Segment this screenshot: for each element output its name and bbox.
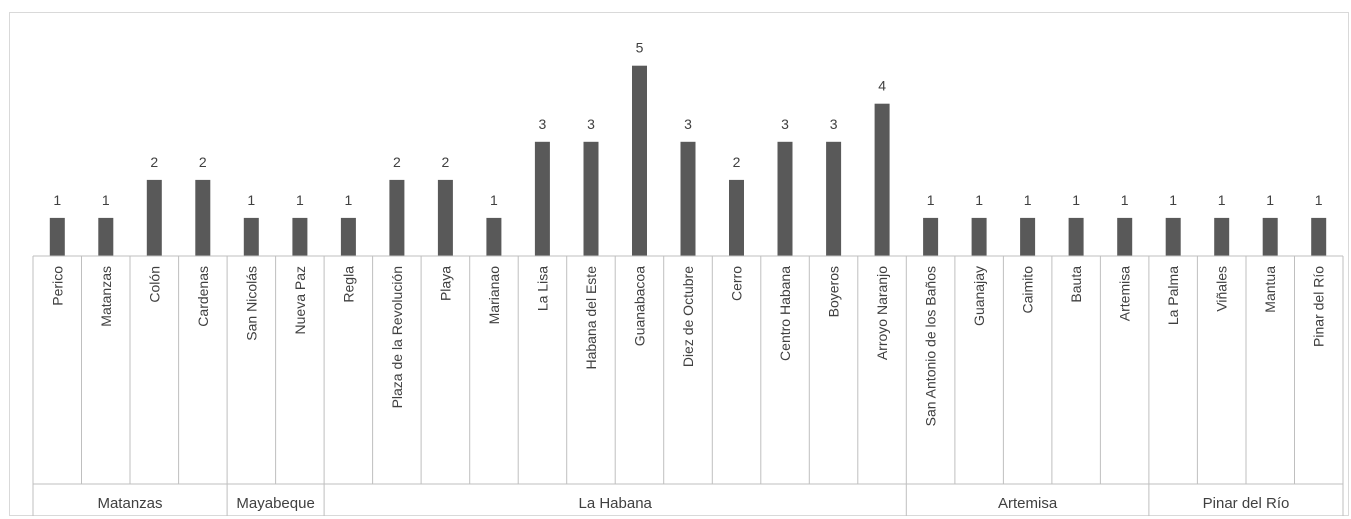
data-label-8: 2 [393, 154, 401, 170]
data-label-2: 1 [102, 192, 110, 208]
data-label-4: 2 [199, 154, 207, 170]
bar-23 [1117, 217, 1133, 256]
category-label-1: Perico [49, 266, 65, 306]
data-label-11: 3 [539, 116, 547, 132]
category-label-22: Bauta [1068, 266, 1084, 303]
bar-21 [1020, 217, 1036, 256]
data-label-10: 1 [490, 192, 498, 208]
bar-22 [1068, 217, 1084, 256]
category-label-15: Cerro [729, 266, 745, 301]
data-label-15: 2 [733, 154, 741, 170]
data-label-24: 1 [1169, 192, 1177, 208]
data-label-26: 1 [1266, 192, 1274, 208]
bar-17 [826, 141, 842, 256]
bar-5 [243, 217, 259, 256]
bar-13 [632, 65, 647, 256]
data-label-27: 1 [1315, 192, 1323, 208]
bar-11 [534, 141, 550, 256]
data-label-7: 1 [345, 192, 353, 208]
data-label-12: 3 [587, 116, 595, 132]
category-label-14: Diez de Octubre [680, 266, 696, 367]
group-label-3: La Habana [578, 495, 652, 512]
bar-25 [1214, 217, 1230, 256]
category-label-13: Guanabacoa [632, 266, 648, 346]
bar-24 [1165, 217, 1181, 256]
chart-frame [9, 12, 1349, 516]
category-label-24: La Palma [1165, 266, 1181, 325]
data-label-23: 1 [1121, 192, 1129, 208]
data-label-22: 1 [1072, 192, 1080, 208]
data-label-14: 3 [684, 116, 692, 132]
category-label-18: Arroyo Naranjo [874, 266, 890, 360]
category-label-9: Playa [437, 266, 453, 301]
bar-26 [1262, 217, 1278, 256]
bar-10 [486, 217, 502, 256]
data-label-19: 1 [927, 192, 935, 208]
bar-15 [729, 179, 744, 256]
data-label-18: 4 [878, 78, 886, 94]
group-label-4: Artemisa [998, 495, 1058, 512]
category-label-11: La Lisa [534, 266, 550, 311]
category-label-5: San Nicolás [243, 266, 259, 341]
bar-16 [777, 141, 793, 256]
category-label-2: Matanzas [98, 266, 114, 327]
category-label-23: Artemisa [1117, 266, 1133, 321]
bar-4 [195, 179, 211, 256]
data-label-3: 2 [150, 154, 158, 170]
bar-14 [680, 141, 696, 256]
category-label-7: Regla [340, 266, 356, 303]
category-label-26: Mantua [1262, 266, 1278, 313]
data-label-20: 1 [975, 192, 983, 208]
category-label-10: Marianao [486, 266, 502, 325]
group-label-1: Matanzas [97, 495, 162, 512]
category-label-20: Guanajay [971, 266, 987, 326]
group-label-2: Mayabeque [236, 495, 314, 512]
data-label-16: 3 [781, 116, 789, 132]
bar-1 [49, 217, 65, 256]
bar-7 [340, 217, 356, 256]
category-label-8: Plaza de la Revolución [389, 266, 405, 408]
data-label-5: 1 [247, 192, 255, 208]
bar-2 [98, 217, 114, 256]
bar-12 [583, 141, 599, 256]
data-label-6: 1 [296, 192, 304, 208]
group-label-5: Pinar del Río [1203, 495, 1290, 512]
data-label-1: 1 [53, 192, 61, 208]
bar-27 [1311, 217, 1327, 256]
bar-3 [146, 179, 162, 256]
bar-6 [292, 217, 308, 256]
bar-8 [389, 179, 405, 256]
data-label-17: 3 [830, 116, 838, 132]
category-label-3: Colón [146, 266, 162, 303]
data-label-9: 2 [442, 154, 450, 170]
data-label-25: 1 [1218, 192, 1226, 208]
category-label-6: Nueva Paz [292, 266, 308, 334]
bar-18 [874, 103, 890, 256]
category-label-27: Pinar del Río [1311, 266, 1327, 347]
category-label-21: Caimito [1020, 266, 1036, 314]
bar-9 [437, 179, 453, 256]
category-label-25: Viñales [1214, 266, 1230, 312]
category-label-16: Centro Habana [777, 266, 793, 361]
category-label-4: Cardenas [195, 266, 211, 327]
category-label-19: San Antonio de los Baños [923, 266, 939, 426]
data-label-21: 1 [1024, 192, 1032, 208]
category-label-17: Boyeros [826, 266, 842, 317]
bar-20 [971, 217, 987, 256]
bar-19 [923, 217, 939, 256]
data-label-13: 5 [636, 40, 644, 56]
category-label-12: Habana del Este [583, 266, 599, 370]
